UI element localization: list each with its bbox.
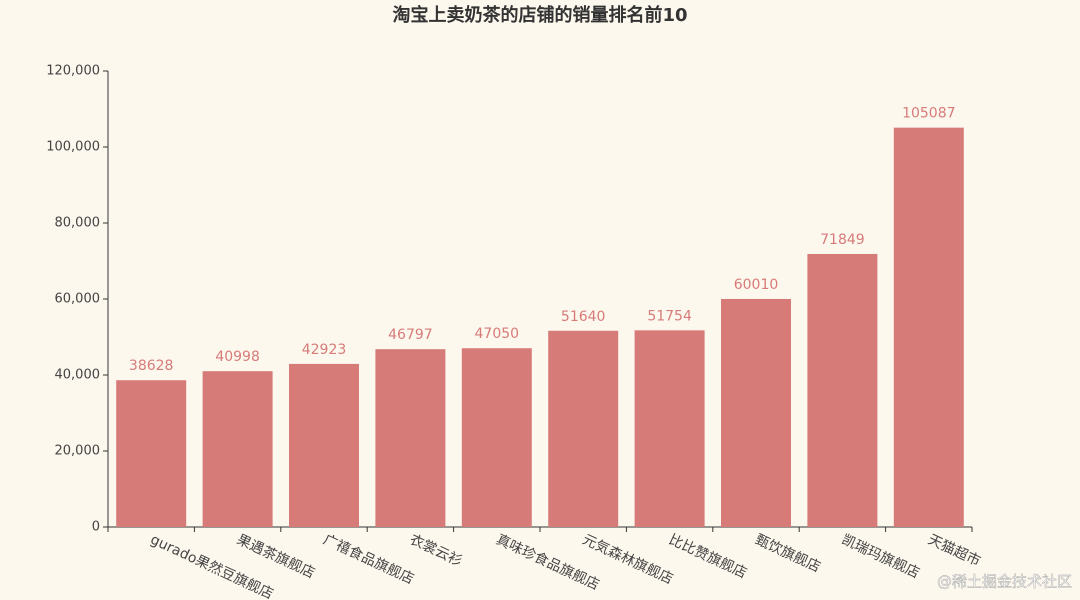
value-label: 51754 [647,308,692,324]
bar [202,371,273,527]
y-tick-label: 20,000 [55,444,101,459]
value-label: 47050 [475,326,520,342]
y-tick-label: 60,000 [55,292,101,307]
x-tick-label: 凯瑞玛旗舰店 [839,532,922,582]
y-tick-label: 100,000 [46,140,100,155]
bar [116,380,187,527]
bar [289,363,359,527]
bar [375,349,446,527]
bar [548,330,619,527]
bar [893,127,964,527]
value-label: 40998 [215,349,260,365]
bar [461,348,532,527]
bar [634,330,705,527]
value-label: 71849 [820,232,865,248]
y-tick-label: 40,000 [55,368,101,383]
x-tick-label: 衣裳云衫 [407,532,465,570]
value-label: 51640 [561,309,606,325]
watermark: @稀土掘金技术社区 [937,573,1072,591]
bar [807,253,878,527]
value-label: 60010 [734,277,779,293]
x-tick-label: 广禧食品旗舰店 [321,531,417,588]
value-label: 46797 [388,327,433,343]
x-tick-label: 甄饮旗舰店 [753,532,823,576]
value-label: 105087 [902,106,955,122]
x-tick-label: 天猫超市 [925,531,983,570]
y-tick-label: 80,000 [55,216,101,231]
chart-title: 淘宝上卖奶茶的店铺的销量排名前10 [392,4,687,26]
x-tick-label: 比比赞旗舰店 [666,532,749,582]
value-label: 38628 [129,358,174,374]
y-tick-label: 0 [92,520,100,535]
bar [721,298,791,527]
value-label: 42923 [302,342,347,358]
y-tick-label: 120,000 [46,64,100,79]
